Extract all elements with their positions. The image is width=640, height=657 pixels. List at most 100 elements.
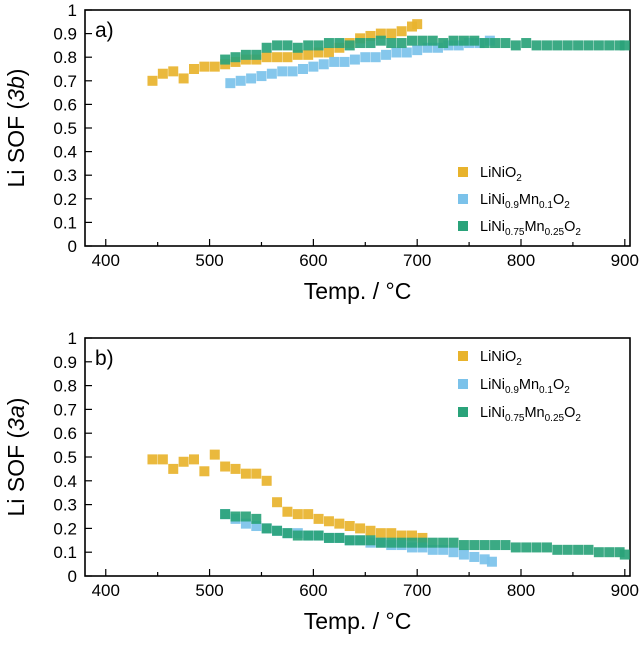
data-point <box>355 535 366 546</box>
data-point <box>407 537 417 548</box>
legend-marker <box>458 194 468 204</box>
legend-subscript: 2 <box>564 385 570 396</box>
y-tick-label: 0.2 <box>53 519 77 538</box>
legend-text-part: LiNiO <box>480 165 516 181</box>
data-point <box>344 535 355 546</box>
data-point <box>246 73 257 84</box>
data-point <box>334 38 345 49</box>
data-point <box>365 38 376 49</box>
data-point <box>469 35 480 46</box>
legend-subscript: 0.9 <box>505 385 519 396</box>
data-point <box>303 49 314 60</box>
legend-subscript: 0.75 <box>505 227 525 238</box>
data-point <box>531 40 542 51</box>
x-axis-title: Temp. / °C <box>304 278 412 304</box>
data-point <box>510 542 521 553</box>
data-point <box>427 35 438 46</box>
x-tick-label: 900 <box>611 251 639 270</box>
x-axis-title: Temp. / °C <box>304 608 412 634</box>
legend-text-part: Mn <box>519 377 539 393</box>
series-LiNi0.9Mn0.1O2 <box>225 35 495 89</box>
data-point <box>365 30 376 41</box>
data-point <box>282 506 293 517</box>
data-point <box>147 454 158 465</box>
data-point <box>541 40 552 51</box>
legend-subscript: 0.25 <box>545 413 565 424</box>
data-point <box>593 547 604 558</box>
legend-subscript: 2 <box>575 227 581 238</box>
data-point <box>386 38 397 49</box>
data-point <box>614 547 625 558</box>
legend-text-part: O <box>564 405 575 421</box>
data-point <box>303 530 314 541</box>
data-point <box>240 511 251 522</box>
data-point <box>355 523 366 534</box>
data-point <box>427 537 438 548</box>
legend-subscript: 0.75 <box>505 413 525 424</box>
data-point <box>318 59 329 70</box>
data-point <box>189 454 199 465</box>
legend-text-part: Mn <box>524 219 544 235</box>
legend-subscript: 0.1 <box>539 385 553 396</box>
data-point <box>619 40 630 51</box>
data-point <box>272 52 283 63</box>
data-point <box>427 544 438 555</box>
legend-text-part: O <box>553 192 564 208</box>
y-tick-label: 1 <box>68 1 77 20</box>
data-point <box>407 35 417 46</box>
legend-text-part: LiNi <box>480 192 505 208</box>
data-point <box>365 535 376 546</box>
data-point <box>479 38 490 49</box>
data-point <box>619 549 630 560</box>
data-point <box>251 468 262 479</box>
data-point <box>583 40 594 51</box>
data-point <box>401 47 412 58</box>
data-point <box>209 61 220 72</box>
data-point <box>256 71 267 82</box>
data-point <box>573 40 584 51</box>
legend-marker <box>458 221 468 231</box>
data-point <box>168 66 179 77</box>
data-point <box>386 28 397 39</box>
data-point <box>292 530 303 541</box>
data-point <box>438 537 449 548</box>
data-point <box>292 49 303 60</box>
data-point <box>365 525 376 536</box>
legend-label: LiNiO2 <box>480 349 522 368</box>
x-tick-label: 800 <box>507 251 535 270</box>
data-point <box>486 556 497 567</box>
y-axis-title-site: 3a <box>3 405 29 431</box>
data-point <box>407 530 417 541</box>
data-point <box>178 73 189 84</box>
x-tick-label: 400 <box>92 251 120 270</box>
y-tick-label: 0.7 <box>53 400 77 419</box>
data-point <box>448 547 459 558</box>
data-point <box>432 42 443 53</box>
data-point <box>474 38 485 49</box>
legend-label: LiNi0.9Mn0.1O2 <box>480 377 570 396</box>
data-point <box>562 544 573 555</box>
data-point <box>308 61 319 72</box>
y-axis-title-suffix: ) <box>3 69 29 77</box>
series-LiNiO2 <box>147 449 428 543</box>
data-point <box>396 537 407 548</box>
legend-label: LiNi0.75Mn0.25O2 <box>480 219 581 238</box>
data-point <box>282 40 293 51</box>
data-point <box>479 554 490 565</box>
y-tick-label: 0.3 <box>53 496 77 515</box>
data-point <box>375 537 386 548</box>
panel-label: a) <box>95 19 114 42</box>
y-tick-label: 0.8 <box>53 377 77 396</box>
y-axis-title: Li SOF (3a) <box>3 398 29 517</box>
data-point <box>261 475 272 486</box>
y-tick-label: 0.5 <box>53 448 77 467</box>
x-tick-label: 700 <box>403 251 431 270</box>
data-point <box>604 40 615 51</box>
data-point <box>240 49 251 60</box>
y-axis-title-suffix: ) <box>3 398 29 406</box>
y-tick-label: 0.9 <box>53 25 77 44</box>
legend-marker <box>458 351 468 361</box>
x-tick-label: 400 <box>92 581 120 600</box>
data-point <box>157 68 168 79</box>
